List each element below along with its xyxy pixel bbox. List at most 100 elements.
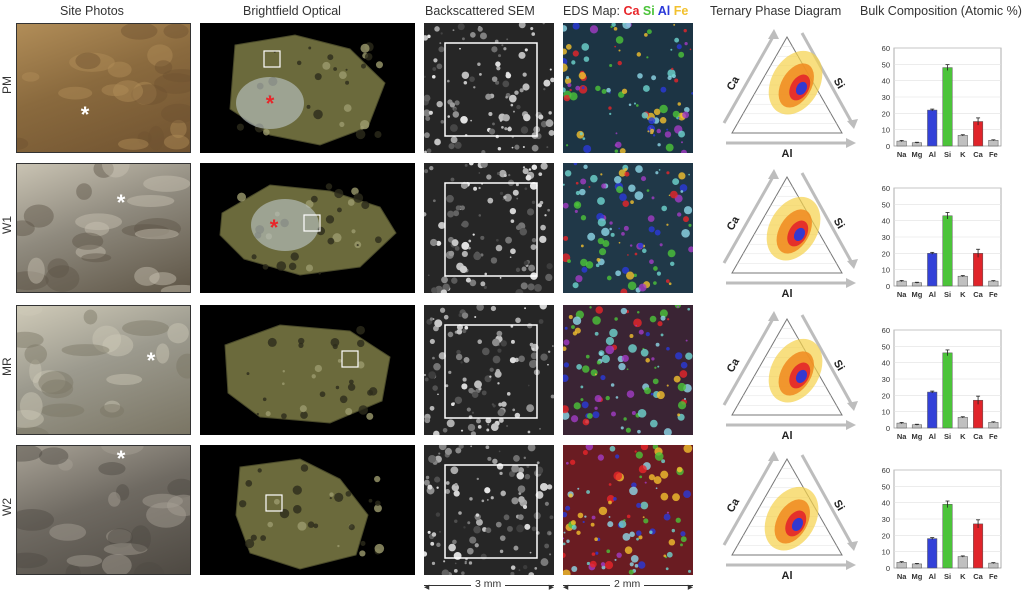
bar-fe (988, 562, 999, 569)
ternary-phase-diagram: Ca Si Al (712, 305, 862, 441)
ternary-axis-ca: Ca (725, 74, 743, 93)
ternary-phase-diagram: Ca Si Al (712, 445, 862, 581)
header-ternary-phase-diagram: Ternary Phase Diagram (710, 4, 842, 18)
bar-al (927, 253, 938, 287)
bar-na (896, 562, 907, 569)
x-tick-label: Mg (912, 290, 923, 299)
bulk-composition-chart: 0 10 20 30 40 50 60 Na Mg Al Si K Ca Fe (866, 460, 1016, 590)
bar-na (896, 280, 907, 287)
header-bulk-composition: Bulk Composition (Atomic %) (860, 4, 1022, 18)
bulk-composition-chart: 0 10 20 30 40 50 60 Na Mg Al Si K Ca Fe (866, 38, 1016, 168)
bar-al (927, 391, 938, 429)
y-tick-label: 50 (882, 482, 890, 491)
x-tick-label: K (960, 150, 966, 159)
y-tick-label: 10 (882, 266, 890, 275)
bar-ca (973, 523, 984, 569)
sample-location-marker: * (147, 348, 156, 373)
row-label: W2 (0, 498, 14, 516)
y-tick-label: 0 (886, 424, 890, 433)
bar-k (957, 275, 968, 287)
x-tick-label: Ca (973, 572, 983, 581)
ternary-axis-si: Si (831, 498, 847, 513)
y-tick-label: 60 (882, 466, 890, 475)
x-tick-label: Fe (989, 290, 998, 299)
backscattered-sem-image (424, 163, 554, 293)
bulk-composition-chart: 0 10 20 30 40 50 60 Na Mg Al Si K Ca Fe (866, 320, 1016, 450)
y-tick-label: 10 (882, 408, 890, 417)
sem-scale-bar: ◂ ▸ 3 mm (424, 578, 554, 593)
y-tick-label: 30 (882, 515, 890, 524)
site-photo: * (16, 23, 191, 153)
y-tick-label: 30 (882, 375, 890, 384)
x-tick-label: Si (944, 150, 951, 159)
row-label: PM (0, 76, 14, 94)
eds-element-al: Al (657, 4, 674, 18)
ternary-phase-diagram: Ca Si Al (712, 23, 862, 159)
ternary-axis-si: Si (831, 216, 847, 231)
x-tick-label: Al (928, 150, 936, 159)
row-label: MR (0, 357, 14, 376)
eds-element-labels: Ca Si Al Fe (623, 4, 688, 18)
y-tick-label: 50 (882, 60, 890, 69)
x-tick-label: Mg (912, 432, 923, 441)
ternary-axis-al: Al (782, 570, 793, 581)
ternary-axis-al: Al (782, 288, 793, 299)
bar-k (957, 556, 968, 569)
x-tick-label: K (960, 432, 966, 441)
bar-fe (988, 422, 999, 429)
bar-ca (973, 121, 984, 147)
x-tick-label: Al (928, 432, 936, 441)
bar-k (957, 417, 968, 429)
sample-location-marker: * (117, 446, 126, 471)
site-photo: * (16, 305, 191, 435)
bar-al (927, 538, 938, 569)
y-tick-label: 60 (882, 184, 890, 193)
x-tick-label: Mg (912, 150, 923, 159)
y-tick-label: 40 (882, 77, 890, 86)
header-site-photos: Site Photos (60, 4, 124, 18)
y-tick-label: 40 (882, 359, 890, 368)
ternary-axis-ca: Ca (725, 496, 743, 515)
ternary-axis-al: Al (782, 430, 793, 441)
ternary-phase-diagram: Ca Si Al (712, 163, 862, 299)
y-tick-label: 0 (886, 564, 890, 573)
eds-map-image (563, 445, 693, 575)
y-tick-label: 50 (882, 342, 890, 351)
bar-si (942, 504, 953, 569)
eds-element-ca: Ca (623, 4, 643, 18)
row-label: W1 (0, 216, 14, 234)
eds-map-image (563, 163, 693, 293)
header-backscattered-sem: Backscattered SEM (425, 4, 535, 18)
y-tick-label: 20 (882, 109, 890, 118)
x-tick-label: Na (897, 572, 907, 581)
ternary-axis-ca: Ca (725, 214, 743, 233)
x-tick-label: Si (944, 572, 951, 581)
eds-element-fe: Fe (673, 4, 689, 18)
x-tick-label: Al (928, 572, 936, 581)
y-tick-label: 30 (882, 233, 890, 242)
bar-si (942, 67, 953, 147)
backscattered-sem-image (424, 445, 554, 575)
bar-mg (911, 563, 922, 569)
x-tick-label: Na (897, 150, 907, 159)
y-tick-label: 10 (882, 548, 890, 557)
bar-si (942, 215, 953, 287)
x-tick-label: Na (897, 290, 907, 299)
eds-map-image (563, 23, 693, 153)
eds-map-prefix: EDS Map: (563, 4, 624, 18)
x-tick-label: K (960, 572, 966, 581)
y-tick-label: 30 (882, 93, 890, 102)
y-tick-label: 0 (886, 142, 890, 151)
backscattered-sem-image (424, 305, 554, 435)
y-tick-label: 40 (882, 217, 890, 226)
x-tick-label: Ca (973, 290, 983, 299)
y-tick-label: 60 (882, 326, 890, 335)
x-tick-label: Ca (973, 150, 983, 159)
bar-ca (973, 399, 984, 429)
x-tick-label: K (960, 290, 966, 299)
site-photo: * (16, 163, 191, 293)
bar-k (957, 135, 968, 147)
x-tick-label: Fe (989, 572, 998, 581)
y-tick-label: 10 (882, 126, 890, 135)
bar-mg (911, 142, 922, 147)
